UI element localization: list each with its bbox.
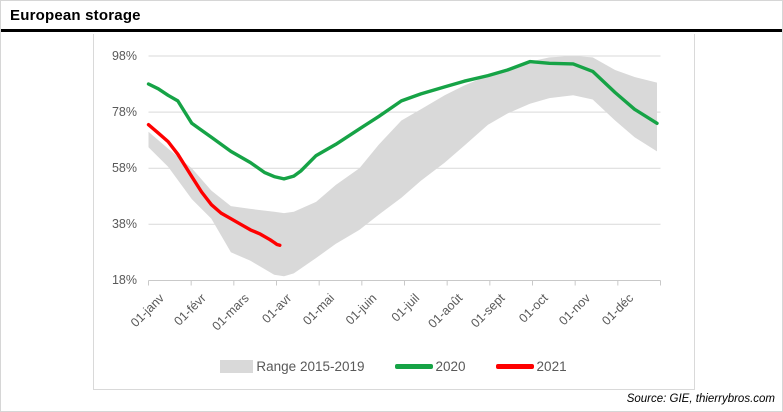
legend-swatch [495, 363, 534, 369]
y-axis-label-78%: 78% [111, 105, 137, 120]
line-2020 [146, 59, 659, 181]
source-note: Source: GIE, thierrybros.com [626, 393, 775, 405]
legend-item-2020: 2020 [394, 358, 466, 374]
legend-label: 2020 [435, 358, 466, 374]
legend-swatch [394, 363, 433, 369]
legend-item-2021: 2021 [495, 358, 567, 374]
line-2021 [146, 122, 282, 248]
y-axis-label-38%: 38% [111, 217, 137, 232]
y-axis-label-58%: 58% [111, 161, 137, 176]
legend-item-range-2015-2019: Range 2015-2019 [220, 358, 365, 374]
panel-border-right [694, 34, 695, 389]
chart-title: European storage [10, 7, 141, 24]
panel-border-bottom [93, 389, 695, 390]
title-underline [1, 29, 782, 32]
panel-border-left [93, 34, 94, 389]
legend-swatch [220, 359, 254, 373]
legend-label: Range 2015-2019 [256, 358, 365, 374]
band-range-2015-2019 [148, 56, 657, 277]
y-axis-label-18%: 18% [111, 273, 137, 288]
legend-label: 2021 [536, 358, 567, 374]
y-axis-label-98%: 98% [111, 49, 137, 63]
chart-legend: Range 2015-2019 2020 2021 [93, 356, 694, 376]
